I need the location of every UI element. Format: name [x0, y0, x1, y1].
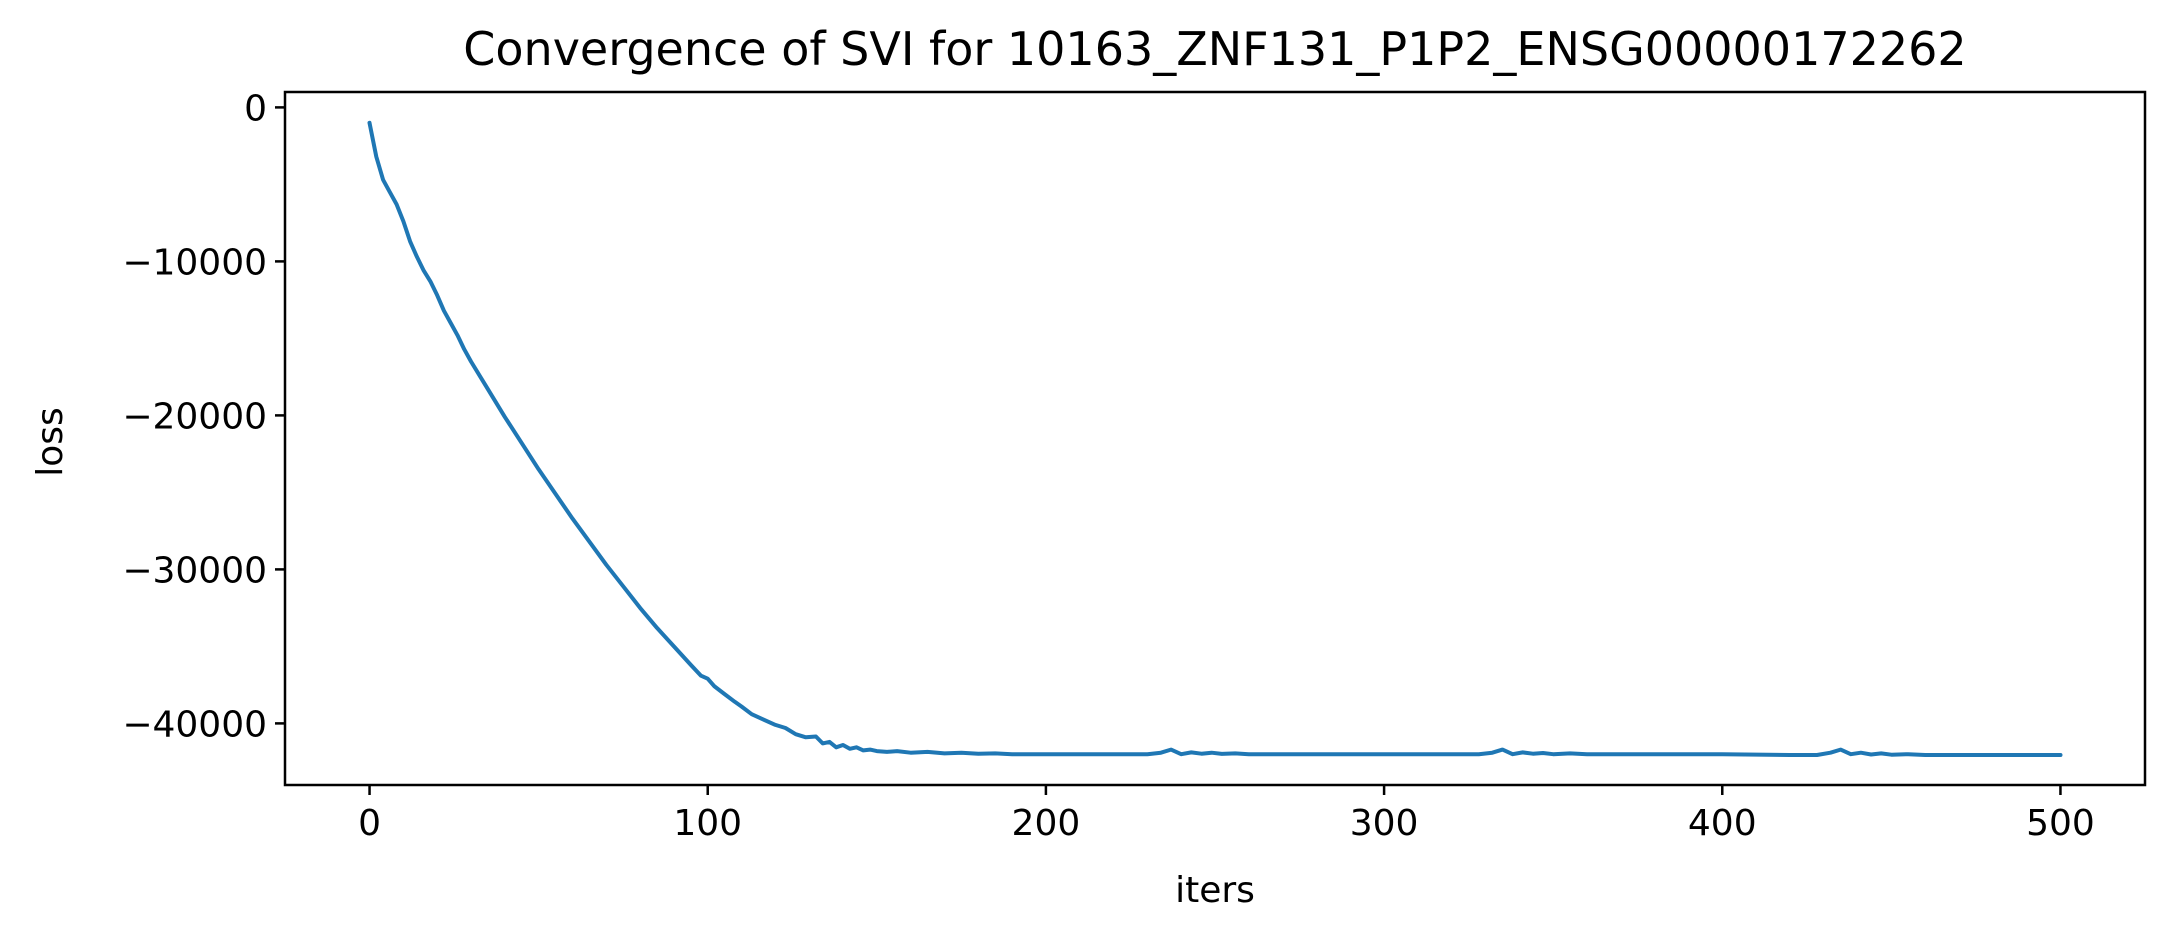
x-tick-label: 500: [2026, 803, 2095, 844]
y-tick-label: −30000: [122, 550, 267, 591]
series-layer: [367, 120, 2063, 757]
y-tick-label: −10000: [122, 242, 267, 283]
x-tick-label: 100: [673, 803, 742, 844]
y-axis: 0 −10000 −20000 −30000 −40000: [122, 88, 285, 745]
chart-title: Convergence of SVI for 10163_ZNF131_P1P2…: [463, 22, 1966, 76]
x-tick-label: 400: [1688, 803, 1757, 844]
loss-series-line: [367, 120, 2063, 757]
x-tick-label: 300: [1350, 803, 1419, 844]
y-axis-label: loss: [30, 407, 71, 477]
plot-frame: [283, 90, 2147, 787]
y-tick-label: −40000: [122, 704, 267, 745]
y-tick-label: −20000: [122, 396, 267, 437]
x-axis: 0 100 200 300 400 500: [358, 785, 2095, 844]
plot-area: 0 100 200 300 400 500 0 −10000 −20000 −30000 −400…: [122, 88, 2147, 844]
x-axis-label: iters: [1175, 870, 1255, 911]
x-tick-label: 0: [358, 803, 381, 844]
y-tick-label: 0: [244, 88, 267, 129]
x-tick-label: 200: [1012, 803, 1081, 844]
